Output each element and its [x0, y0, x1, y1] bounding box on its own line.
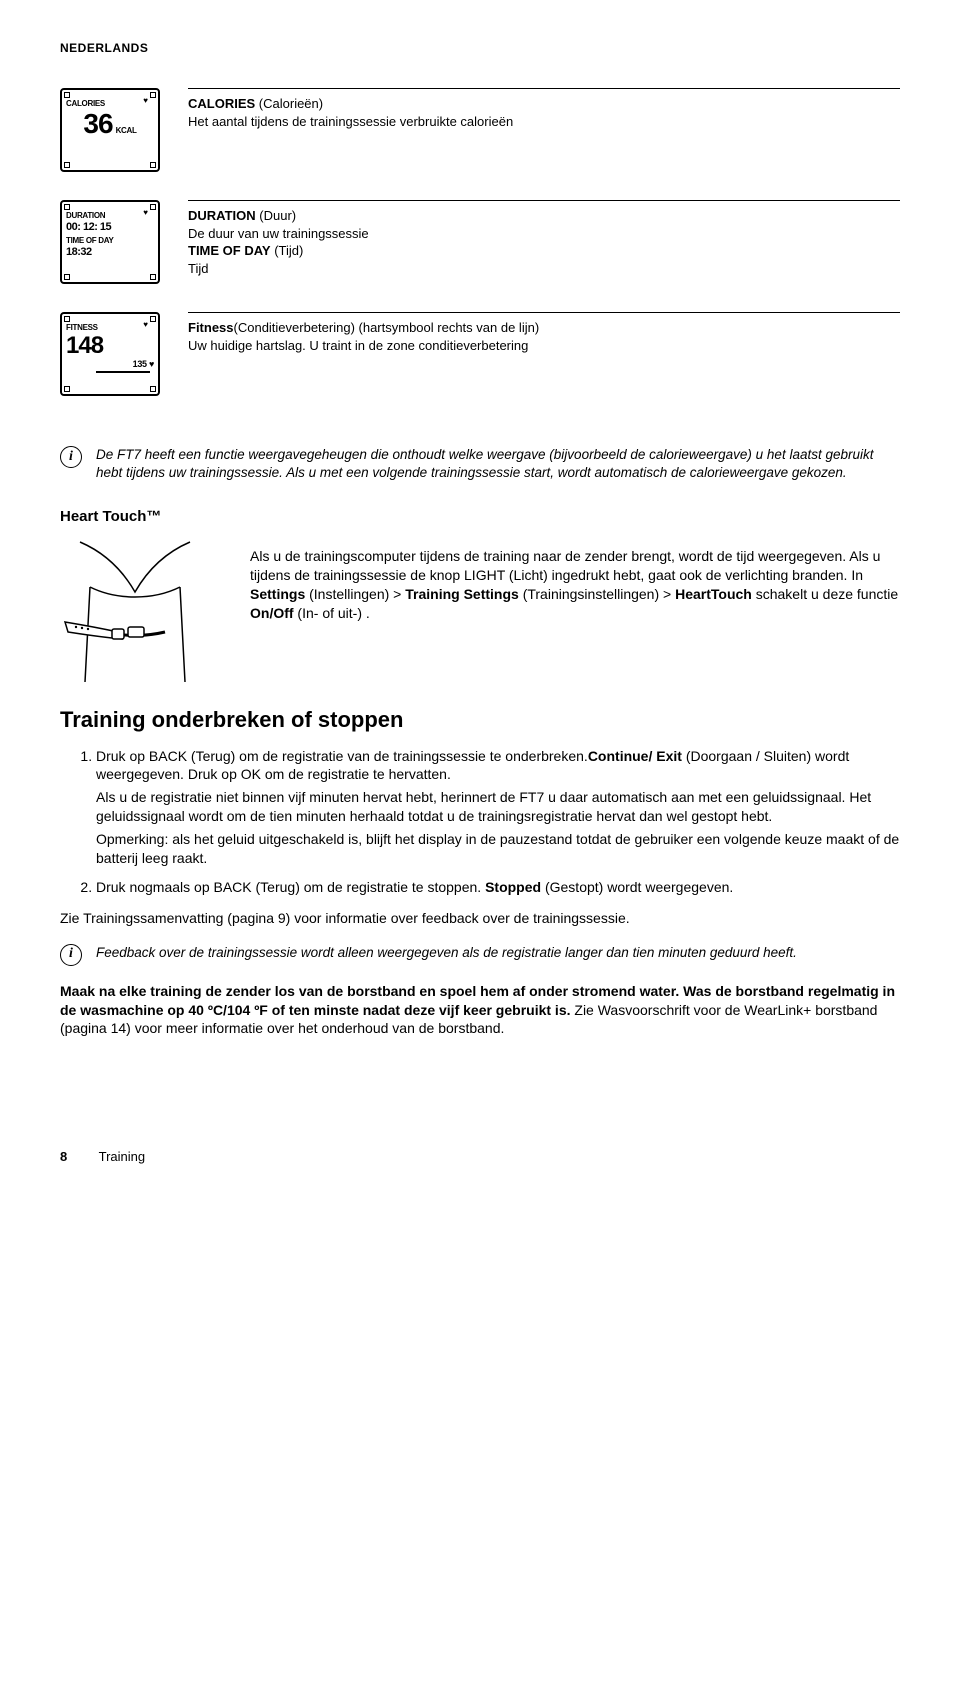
fitness-title-paren: (Conditieverbetering) (hartsymbool recht… [234, 320, 540, 335]
section-heading-stop: Training onderbreken of stoppen [60, 705, 900, 735]
ht-t2: (Trainingsinstellingen) > [519, 586, 675, 602]
display-row-fitness: ♥ FITNESS 148 135 ♥ Fitness(Conditieverb… [60, 312, 900, 396]
header-kicker: NEDERLANDS [60, 40, 900, 56]
heart-icon: ♥ [143, 96, 148, 107]
tod-desc: Tijd [188, 261, 208, 276]
duration-desc: De duur van uw trainingssessie [188, 226, 369, 241]
info-text-2: Feedback over de trainingssessie wordt a… [96, 944, 797, 962]
ht-b1: Settings [250, 586, 305, 602]
fitness-title: Fitness [188, 320, 234, 335]
lcd-l2: 148 [66, 334, 154, 358]
footer-section: Training [99, 1149, 145, 1164]
heart-icon: ♥ [143, 208, 148, 219]
heart-touch-text: Als u de trainingscomputer tijdens de tr… [250, 537, 900, 623]
heart-touch-section: Heart Touch™ Als u de trainingscomputer … [60, 507, 900, 687]
ht-b3: HeartTouch [675, 586, 752, 602]
display-row-calories: ♥ CALORIES 36 KCAL CALORIES (Calorieën) … [60, 88, 900, 172]
step2-c: (Gestopt) wordt weergegeven. [541, 879, 733, 895]
lcd-l2: 00: 12: 15 [66, 222, 154, 233]
ht-b2: Training Settings [405, 586, 519, 602]
info-callout-2: i Feedback over de trainingssessie wordt… [60, 944, 900, 966]
ht-t3: schakelt u deze functie [752, 586, 898, 602]
calories-desc: Het aantal tijdens de trainingssessie ve… [188, 114, 513, 129]
tod-title-paren: (Tijd) [274, 243, 303, 258]
steps-list: Druk op BACK (Terug) om de registratie v… [60, 747, 900, 897]
lcd-l3: 135 ♥ [66, 360, 154, 369]
display-desc-fitness: Fitness(Conditieverbetering) (hartsymboo… [188, 312, 900, 354]
lcd-unit: KCAL [116, 127, 137, 135]
info-callout-1: i De FT7 heeft een functie weergavegeheu… [60, 446, 900, 482]
step-1: Druk op BACK (Terug) om de registratie v… [96, 747, 900, 868]
step2-b: Stopped [485, 879, 541, 895]
heart-icon: ♥ [143, 320, 148, 331]
ht-t1: (Instellingen) > [305, 586, 405, 602]
ht-b4: On/Off [250, 605, 294, 621]
step1-p2: Als u de registratie niet binnen vijf mi… [96, 788, 900, 826]
heart-touch-illustration [60, 537, 210, 687]
duration-title-paren: (Duur) [259, 208, 296, 223]
lcd-l4: 18:32 [66, 247, 154, 258]
lcd-l1: DURATION [66, 212, 154, 220]
calories-title: CALORIES [188, 96, 255, 111]
lcd-l3: TIME OF DAY [66, 237, 154, 245]
heart-icon-small: ♥ [149, 359, 154, 369]
final-para: Maak na elke training de zender los van … [60, 982, 900, 1039]
fitness-desc: Uw huidige hartslag. U traint in de zone… [188, 338, 528, 353]
page-number: 8 [60, 1148, 67, 1166]
display-desc-duration: DURATION (Duur) De duur van uw trainings… [188, 200, 900, 277]
step-2: Druk nogmaals op BACK (Terug) om de regi… [96, 878, 900, 897]
page-footer: 8 Training [60, 1148, 900, 1166]
step1-b: Continue/ Exit [588, 748, 682, 764]
lcd-l1: FITNESS [66, 324, 154, 332]
duration-title: DURATION [188, 208, 256, 223]
info-icon: i [60, 944, 82, 966]
info-text-1: De FT7 heeft een functie weergavegeheuge… [96, 446, 900, 482]
step1-p3: Opmerking: als het geluid uitgeschakeld … [96, 830, 900, 868]
heart-touch-heading: Heart Touch™ [60, 507, 900, 527]
ht-t4: (In- of uit-) . [294, 605, 370, 621]
lcd-label: CALORIES [66, 100, 154, 108]
step1-a: Druk op BACK (Terug) om de registratie v… [96, 748, 588, 764]
lcd-duration: ♥ DURATION 00: 12: 15 TIME OF DAY 18:32 [60, 200, 160, 284]
display-row-duration: ♥ DURATION 00: 12: 15 TIME OF DAY 18:32 … [60, 200, 900, 284]
lcd-value: 36 [83, 110, 112, 138]
tod-title: TIME OF DAY [188, 243, 271, 258]
lcd-fitness: ♥ FITNESS 148 135 ♥ [60, 312, 160, 396]
step2-a: Druk nogmaals op BACK (Terug) om de regi… [96, 879, 485, 895]
display-desc-calories: CALORIES (Calorieën) Het aantal tijdens … [188, 88, 900, 130]
lcd-calories: ♥ CALORIES 36 KCAL [60, 88, 160, 172]
info-icon: i [60, 446, 82, 468]
ht-pre: Als u de trainingscomputer tijdens de tr… [250, 548, 880, 583]
link-para: Zie Trainingssamenvatting (pagina 9) voo… [60, 909, 900, 928]
calories-title-paren: (Calorieën) [259, 96, 323, 111]
